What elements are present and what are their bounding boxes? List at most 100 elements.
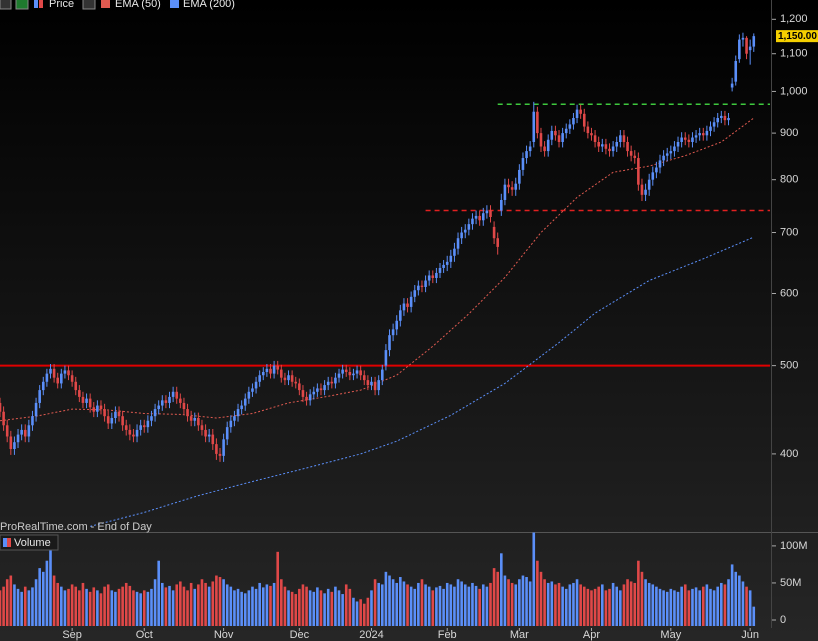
volume-bar	[99, 593, 103, 626]
candle-body	[456, 238, 460, 249]
candle-body	[460, 232, 463, 239]
candle-body	[312, 391, 316, 395]
candle-body	[16, 434, 20, 443]
volume-bar	[31, 587, 34, 626]
candle-body	[359, 370, 362, 376]
candle-body	[738, 39, 741, 60]
candle-body	[467, 224, 471, 230]
candle-body	[655, 167, 658, 173]
volume-bar	[189, 582, 193, 626]
candle-body	[546, 139, 550, 152]
candle-body	[49, 368, 52, 374]
candle-body	[34, 402, 38, 417]
volume-bar	[5, 579, 9, 626]
volume-bar	[665, 591, 669, 626]
volume-bar	[680, 586, 683, 626]
volume-bar	[139, 593, 142, 626]
candle-body	[38, 390, 41, 403]
candle-body	[45, 373, 49, 382]
candle-body	[543, 146, 546, 152]
candle-body	[701, 133, 705, 136]
volume-bar	[712, 590, 716, 626]
volume-bar	[669, 588, 673, 626]
volume-bar	[438, 585, 442, 626]
volume-bar	[179, 581, 182, 626]
candle-body	[579, 109, 582, 114]
volume-bar	[734, 571, 738, 626]
icon[interactable]	[15, 0, 29, 10]
candle-body	[355, 370, 359, 374]
candle-body	[366, 380, 370, 386]
candle-body	[427, 275, 431, 281]
candle-body	[723, 115, 727, 121]
candle-body	[748, 46, 752, 51]
volume-bar	[261, 587, 265, 626]
candle-body	[0, 402, 2, 412]
volume-bar	[546, 582, 550, 626]
volume-bar	[280, 579, 283, 626]
volume-bar	[435, 587, 438, 626]
volume-bar	[730, 564, 734, 626]
candle-body	[74, 381, 78, 391]
volume-bar	[308, 590, 312, 626]
candle-body	[561, 133, 564, 142]
candle-body	[5, 425, 9, 437]
volume-bar	[456, 579, 460, 626]
candle-body	[211, 434, 215, 445]
legend-swatch	[39, 0, 43, 8]
candle-body	[229, 420, 233, 428]
volume-bar	[334, 586, 337, 626]
candle-body	[305, 396, 308, 401]
candle-body	[420, 285, 424, 287]
volume-bar	[243, 593, 247, 626]
volume-bar	[431, 590, 435, 626]
volume-bar	[532, 532, 536, 626]
volume-bar	[193, 588, 197, 626]
candle-body	[615, 141, 619, 147]
candle-body	[431, 275, 435, 278]
candle-body	[280, 369, 283, 378]
volume-bar	[283, 586, 287, 626]
volume-bar	[121, 586, 124, 626]
volume-bar	[305, 586, 308, 626]
volume-bar	[424, 584, 427, 626]
volume-bar	[723, 584, 727, 626]
candle-body	[31, 416, 34, 426]
volume-bar	[330, 591, 334, 626]
volume-bar	[611, 582, 615, 626]
legend-label: Price	[49, 0, 74, 10]
volume-bar	[406, 584, 409, 626]
candle-body	[525, 151, 528, 159]
volume-label: Volume	[14, 537, 51, 549]
volume-bar	[265, 584, 269, 626]
candle-body	[182, 402, 186, 410]
candle-body	[590, 133, 593, 136]
axes: 1,200 1,100 1,000 900 800 700 600 500 400 0 50M 100…	[62, 13, 818, 641]
legend-swatch	[7, 538, 11, 547]
volume-bar	[168, 585, 171, 626]
volume-bar	[41, 571, 45, 626]
candle-body	[193, 417, 197, 421]
volume-bar	[362, 603, 366, 626]
icon[interactable]	[82, 0, 96, 10]
candle-body	[575, 109, 579, 119]
legend-swatch	[170, 0, 179, 8]
icon[interactable]	[0, 0, 12, 10]
candle-body	[734, 60, 738, 82]
volume-bar	[579, 584, 582, 626]
candle-body	[395, 320, 399, 330]
volume-bar	[337, 590, 341, 626]
volume-bar	[463, 584, 467, 626]
candle-body	[189, 416, 193, 421]
candle-body	[597, 141, 600, 147]
volume-bar	[110, 590, 114, 626]
volume-bar	[586, 588, 590, 626]
volume-bar	[114, 591, 117, 626]
volume-bar	[673, 590, 676, 626]
volume-bar	[676, 591, 680, 626]
volume-bar	[561, 586, 564, 626]
volume-bar	[615, 586, 619, 626]
volume-bar	[355, 601, 359, 626]
candle-body	[730, 83, 734, 88]
volume-bar	[52, 575, 56, 626]
